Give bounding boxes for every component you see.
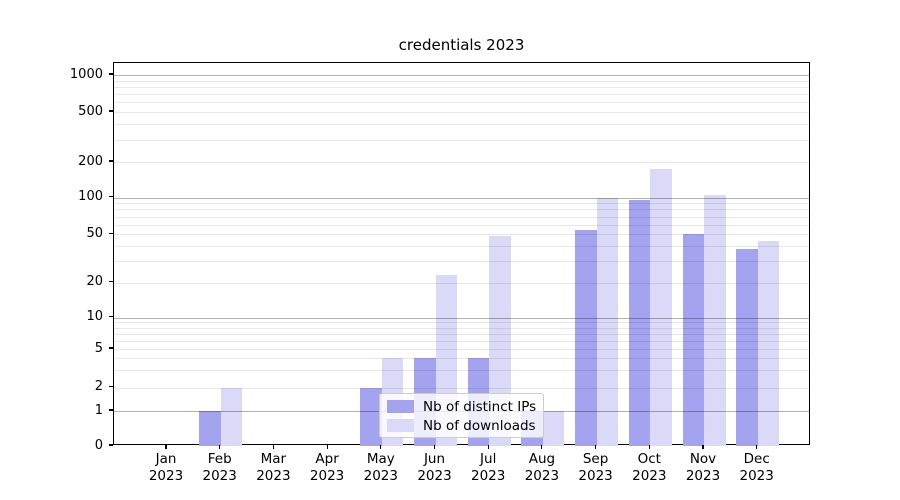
x-tick-mark [380,445,382,449]
y-tick-mark [109,196,113,198]
bar-sep-downloads [596,197,619,446]
x-tick-label: May 2023 [363,451,398,484]
y-tick-mark [109,110,113,112]
legend-swatch-distinct-ips [387,400,414,413]
gridline-minor [114,139,809,141]
x-tick-label: Jun 2023 [417,451,452,484]
gridline-minor [114,162,809,163]
chart-title: credentials 2023 [398,36,525,54]
y-tick-mark [109,444,113,446]
y-tick-label: 200 [78,153,103,169]
bar-feb-distinct-ips [199,411,221,446]
x-tick-label: Aug 2023 [524,451,560,484]
plot-area [113,62,810,446]
x-tick-label: Feb 2023 [202,451,237,484]
y-tick-label: 1 [94,402,103,418]
y-tick-mark [109,280,113,283]
x-tick-label: Jul 2023 [471,451,506,484]
x-tick-mark [326,445,328,449]
legend-item-downloads: Nb of downloads [387,417,536,434]
x-tick-mark [756,445,758,449]
y-tick-mark [109,409,113,411]
bar-nov-distinct-ips [682,234,704,446]
y-tick-label: 20 [86,274,103,289]
y-tick-label: 5 [94,340,103,356]
x-tick-label: Dec 2023 [739,451,774,484]
x-tick-mark [648,445,650,449]
bar-aug-downloads [542,411,565,446]
y-tick-mark [109,232,113,234]
x-tick-mark [487,445,489,449]
x-tick-label: Apr 2023 [309,451,345,484]
bar-nov-downloads [704,194,726,446]
x-tick-mark [272,445,274,449]
x-tick-label: Nov 2023 [685,451,721,484]
legend-item-distinct-ips: Nb of distinct IPs [387,398,537,415]
gridline-minor [114,80,809,82]
bar-feb-downloads [220,387,243,446]
gridline-minor [114,112,809,113]
x-tick-mark [595,445,597,449]
y-tick-mark [109,315,113,318]
bar-oct-downloads [650,168,672,446]
x-tick-mark [433,445,436,449]
gridline-major [114,75,809,76]
y-tick-mark [109,347,113,349]
legend-label-downloads: Nb of downloads [423,417,536,434]
y-tick-label: 1000 [69,66,103,82]
y-tick-label: 0 [94,437,103,453]
gridline-minor [114,124,809,126]
y-tick-label: 500 [78,103,103,119]
y-tick-mark [109,160,113,162]
y-tick-label: 50 [86,225,103,241]
x-tick-label: Mar 2023 [256,451,291,484]
legend: Nb of distinct IPs Nb of downloads [379,393,544,438]
x-tick-label: Sep 2023 [578,451,613,484]
x-tick-label: Jan 2023 [148,451,184,484]
bar-dec-distinct-ips [736,248,758,446]
gridline-minor [114,102,809,104]
legend-label-distinct-ips: Nb of distinct IPs [423,398,537,415]
bar-sep-distinct-ips [575,230,597,446]
gridline-minor [114,94,809,96]
y-tick-label: 100 [78,189,103,205]
y-tick-label: 10 [86,309,103,324]
x-tick-label: Oct 2023 [632,451,667,484]
y-tick-mark [109,73,113,75]
x-tick-mark [702,445,704,449]
x-tick-mark [219,445,221,449]
x-tick-mark [165,445,167,449]
legend-swatch-downloads [387,419,414,432]
bar-dec-downloads [757,241,780,446]
gridline-minor [114,86,809,88]
bar-may-distinct-ips [360,387,382,446]
x-tick-mark [541,445,543,449]
y-tick-label: 2 [94,379,103,394]
y-tick-mark [109,385,113,388]
bar-oct-distinct-ips [628,200,651,446]
